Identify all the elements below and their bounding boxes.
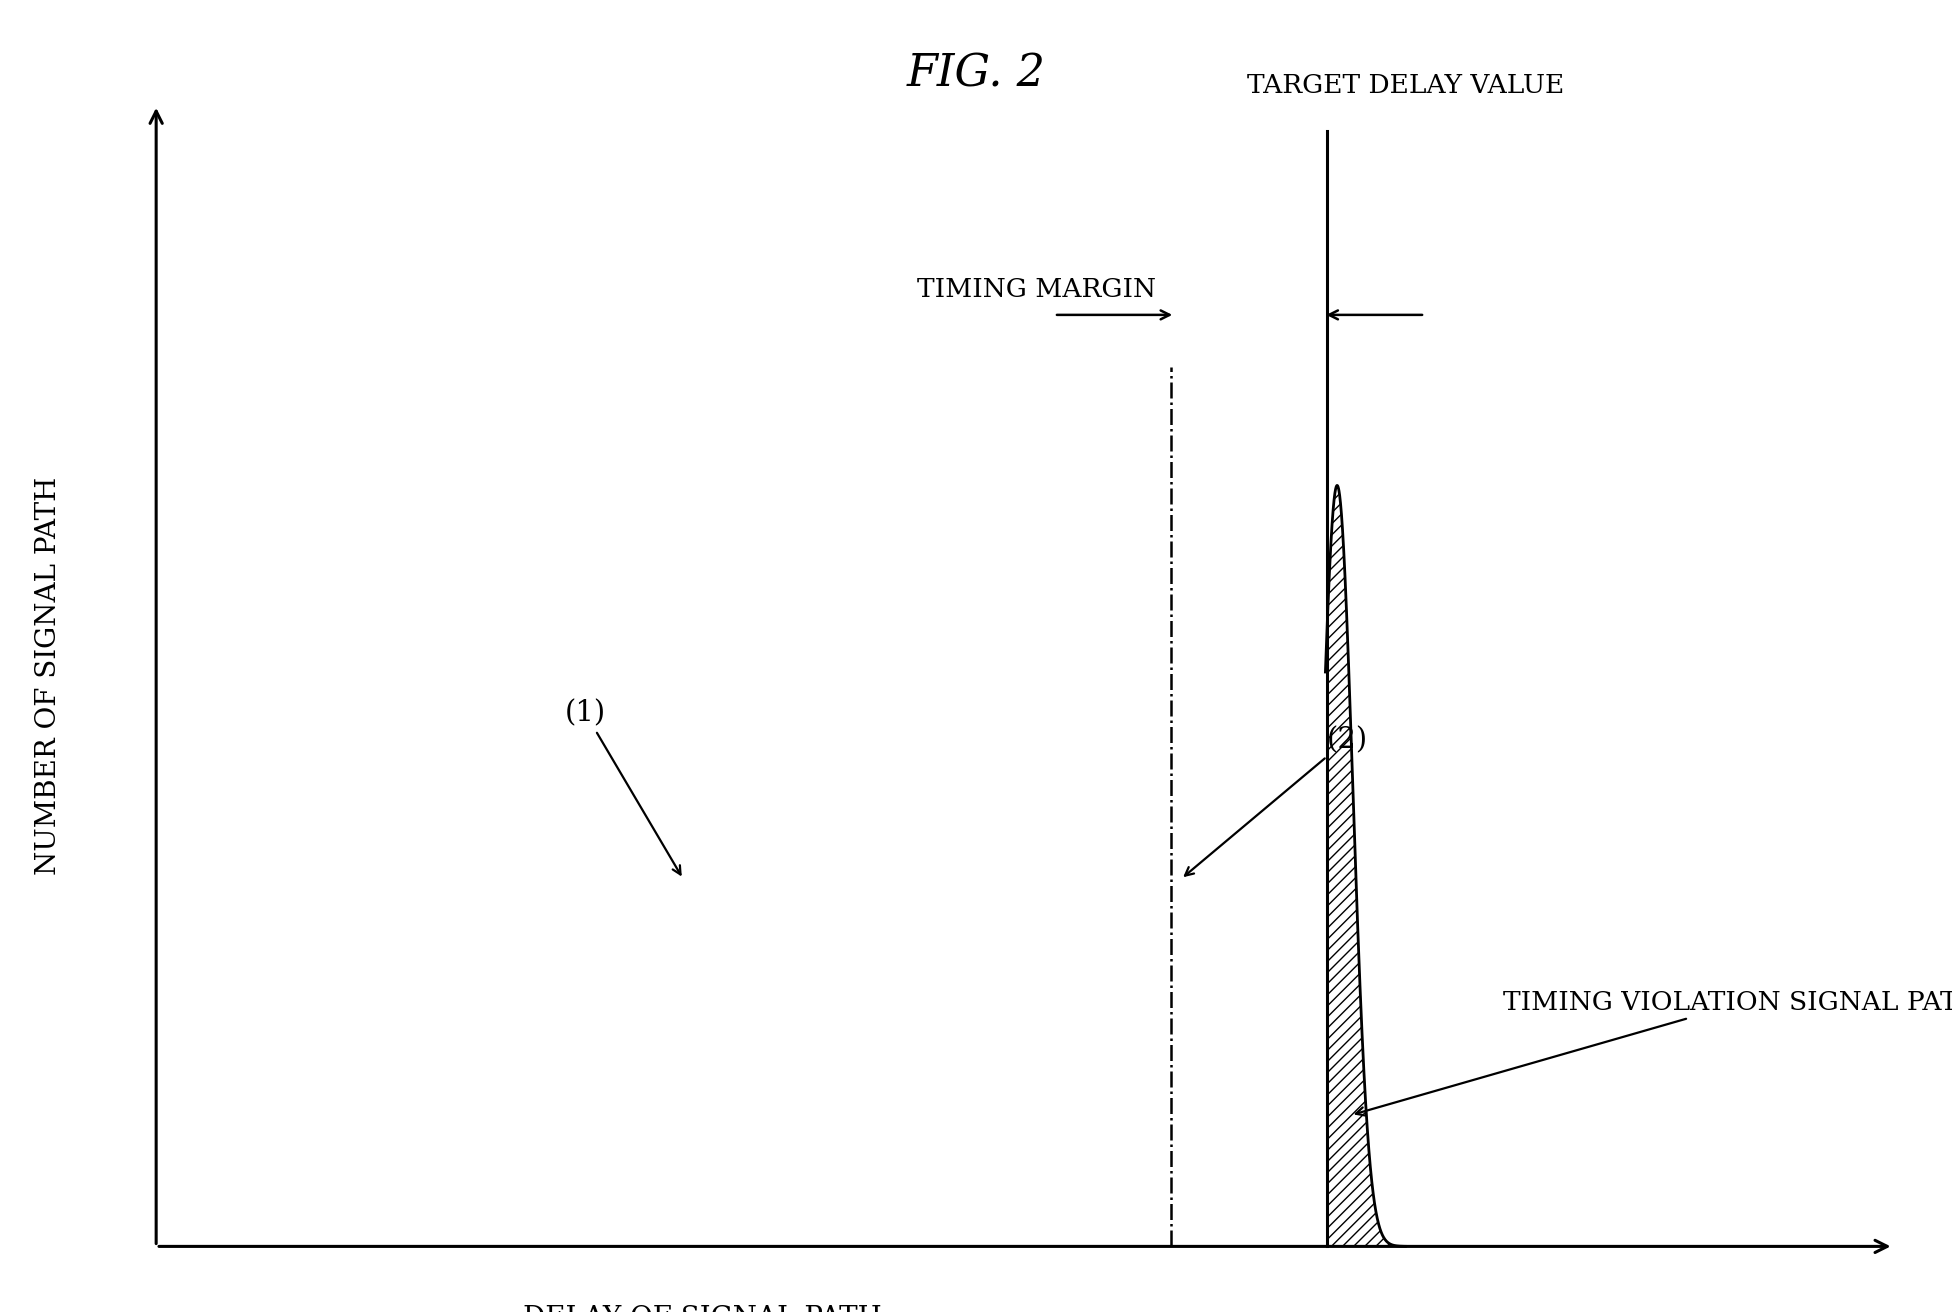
Text: NUMBER OF SIGNAL PATH: NUMBER OF SIGNAL PATH — [35, 476, 62, 875]
Text: (1): (1) — [564, 699, 681, 875]
Text: DELAY OF SIGNAL PATH: DELAY OF SIGNAL PATH — [523, 1305, 882, 1312]
Text: FIG. 2: FIG. 2 — [906, 52, 1046, 96]
Text: TARGET DELAY VALUE: TARGET DELAY VALUE — [1247, 73, 1564, 98]
Text: (2): (2) — [1185, 726, 1368, 875]
Text: TIMING MARGIN: TIMING MARGIN — [917, 277, 1156, 302]
Text: TIMING VIOLATION SIGNAL PATH: TIMING VIOLATION SIGNAL PATH — [1357, 991, 1952, 1115]
